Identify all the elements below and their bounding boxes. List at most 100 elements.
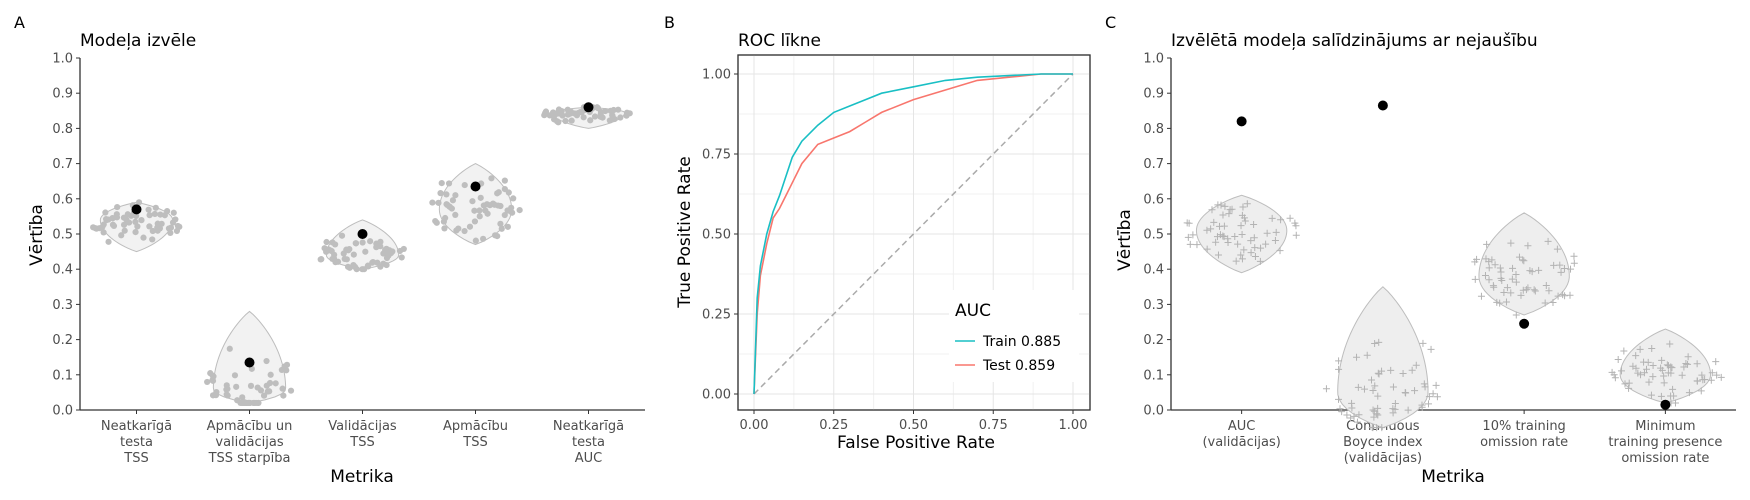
y-tick-label: 0.5 bbox=[52, 228, 73, 243]
data-point bbox=[167, 229, 174, 237]
data-point bbox=[1213, 233, 1221, 241]
data-point bbox=[352, 240, 360, 247]
data-point bbox=[1368, 376, 1375, 384]
y-tick-label: 0.6 bbox=[52, 192, 73, 207]
data-point bbox=[1371, 382, 1379, 390]
data-point bbox=[1648, 345, 1656, 353]
data-point bbox=[1678, 371, 1686, 379]
violin bbox=[438, 163, 513, 246]
data-point bbox=[1512, 271, 1520, 279]
panel-c-ylabel: Vērtība bbox=[1115, 209, 1135, 271]
x-category-label: Apmācību bbox=[443, 419, 508, 434]
data-point bbox=[1708, 369, 1716, 377]
data-point bbox=[617, 114, 624, 121]
y-tick-label: 0.8 bbox=[1143, 122, 1164, 137]
data-point bbox=[1402, 389, 1410, 397]
data-point bbox=[1353, 418, 1361, 426]
data-point bbox=[1272, 228, 1280, 236]
data-point bbox=[1477, 292, 1485, 300]
data-point bbox=[330, 255, 338, 262]
data-point bbox=[1530, 286, 1538, 294]
chance-diagonal bbox=[753, 73, 1074, 395]
data-point bbox=[1649, 373, 1657, 381]
data-point bbox=[134, 223, 141, 230]
data-point bbox=[472, 237, 479, 244]
data-point bbox=[469, 198, 476, 205]
data-point bbox=[102, 215, 110, 223]
data-point bbox=[1520, 257, 1528, 265]
data-point bbox=[1610, 371, 1618, 379]
data-point bbox=[145, 206, 152, 213]
data-point bbox=[1336, 405, 1344, 413]
data-point bbox=[1473, 255, 1481, 263]
data-point bbox=[1240, 246, 1248, 254]
data-point bbox=[350, 261, 357, 269]
data-point bbox=[1649, 361, 1657, 369]
x-tick-label: 0.00 bbox=[740, 418, 769, 433]
data-point bbox=[382, 246, 389, 253]
data-point bbox=[1347, 414, 1355, 422]
data-point bbox=[121, 227, 128, 234]
data-point bbox=[1374, 411, 1382, 419]
data-point bbox=[452, 211, 459, 218]
data-point bbox=[267, 371, 274, 378]
data-point bbox=[1512, 278, 1520, 286]
data-point bbox=[432, 217, 439, 225]
y-tick-label: 1.0 bbox=[1143, 52, 1164, 67]
data-point bbox=[445, 180, 453, 187]
data-point bbox=[1517, 291, 1525, 299]
data-point bbox=[321, 245, 328, 252]
data-point bbox=[1632, 364, 1640, 372]
data-point bbox=[1231, 233, 1239, 241]
y-tick-label: 0.1 bbox=[52, 368, 73, 383]
data-point bbox=[1338, 408, 1346, 416]
data-point bbox=[1685, 389, 1693, 397]
data-point bbox=[498, 225, 505, 232]
data-point bbox=[1481, 271, 1489, 279]
data-point bbox=[1684, 360, 1692, 368]
data-point bbox=[1391, 405, 1399, 413]
data-point bbox=[1698, 371, 1706, 379]
data-point bbox=[1666, 340, 1674, 348]
data-point bbox=[1225, 210, 1233, 218]
data-point bbox=[231, 372, 239, 379]
selected-point bbox=[1519, 318, 1530, 329]
data-point bbox=[1247, 249, 1255, 257]
data-point bbox=[1682, 359, 1690, 367]
x-category-label: (validācijas) bbox=[1344, 451, 1422, 466]
data-point bbox=[1701, 376, 1709, 384]
data-point bbox=[1389, 383, 1397, 391]
data-point bbox=[546, 112, 553, 119]
data-point bbox=[359, 239, 366, 246]
data-point bbox=[1207, 225, 1215, 233]
data-point bbox=[1541, 299, 1549, 307]
y-tick-label: 0.3 bbox=[1143, 298, 1164, 313]
data-point bbox=[210, 373, 217, 380]
data-point bbox=[1256, 257, 1264, 265]
data-point bbox=[149, 236, 156, 243]
data-point bbox=[398, 254, 405, 261]
data-point bbox=[389, 248, 396, 255]
data-point bbox=[1557, 268, 1565, 276]
data-point bbox=[1567, 265, 1575, 273]
data-point bbox=[1239, 203, 1247, 211]
data-point bbox=[1224, 235, 1232, 243]
data-point bbox=[504, 223, 511, 230]
data-point bbox=[367, 238, 374, 245]
x-tick-label: 0.75 bbox=[979, 418, 1008, 433]
data-point bbox=[1660, 372, 1668, 380]
x-category-label: Minimum bbox=[1635, 419, 1695, 434]
data-point bbox=[555, 119, 562, 126]
x-category-label: omission rate bbox=[1621, 451, 1709, 466]
data-point bbox=[1570, 252, 1578, 260]
data-point bbox=[1667, 369, 1675, 377]
data-point bbox=[1262, 240, 1270, 248]
data-point bbox=[466, 223, 474, 230]
data-point bbox=[1208, 206, 1216, 214]
data-point bbox=[1640, 358, 1648, 366]
x-category-label: TSS starpība bbox=[208, 451, 291, 466]
data-point bbox=[1668, 364, 1676, 372]
data-point bbox=[1214, 251, 1222, 259]
data-point bbox=[1354, 383, 1362, 391]
